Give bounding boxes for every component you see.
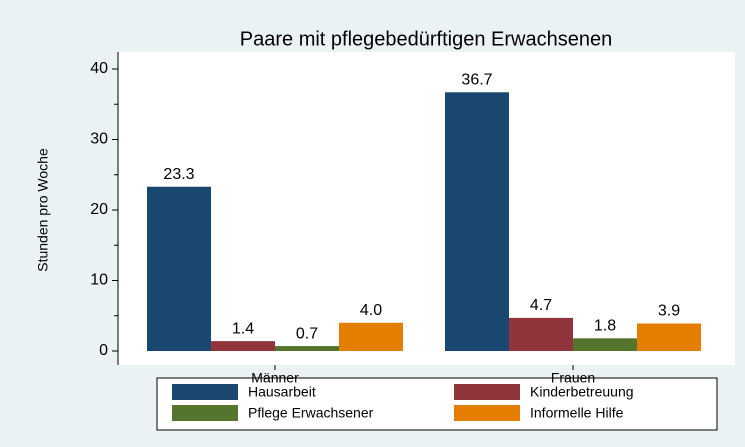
- y-tick-label: 40: [90, 60, 108, 77]
- value-label: 4.0: [360, 302, 382, 319]
- y-tick-label: 10: [90, 272, 108, 289]
- legend-swatch: [172, 384, 238, 400]
- bar: [275, 346, 339, 351]
- bar: [147, 186, 211, 351]
- legend-label: Kinderbetreuung: [530, 384, 634, 400]
- value-label: 1.4: [232, 320, 254, 337]
- bar: [637, 323, 701, 351]
- legend: [156, 377, 718, 431]
- x-tick-label: Frauen: [551, 370, 595, 386]
- chart-title: Paare mit pflegebedürftigen Erwachsenen: [240, 28, 612, 50]
- value-label: 1.8: [594, 318, 616, 335]
- y-axis-title: Stunden pro Woche: [35, 148, 51, 272]
- y-tick-label: 0: [99, 342, 108, 359]
- legend-label: Pflege Erwachsener: [248, 405, 374, 421]
- y-tick-label: 30: [90, 131, 108, 148]
- legend-swatch: [454, 405, 520, 421]
- x-tick-label: Männer: [251, 370, 299, 386]
- value-label: 23.3: [163, 166, 194, 183]
- value-label: 0.7: [296, 325, 318, 342]
- y-tick-label: 20: [90, 201, 108, 218]
- bar: [573, 338, 637, 351]
- bar: [339, 322, 403, 351]
- bar: [509, 317, 573, 351]
- legend-label: Hausarbeit: [248, 384, 316, 400]
- bar: [211, 341, 275, 351]
- value-label: 36.7: [461, 71, 492, 88]
- value-label: 4.7: [530, 297, 552, 314]
- value-label: 3.9: [658, 303, 680, 320]
- legend-swatch: [172, 405, 238, 421]
- plot-area: [118, 52, 735, 365]
- legend-label: Informelle Hilfe: [530, 405, 624, 421]
- bar: [445, 92, 509, 351]
- legend-swatch: [454, 384, 520, 400]
